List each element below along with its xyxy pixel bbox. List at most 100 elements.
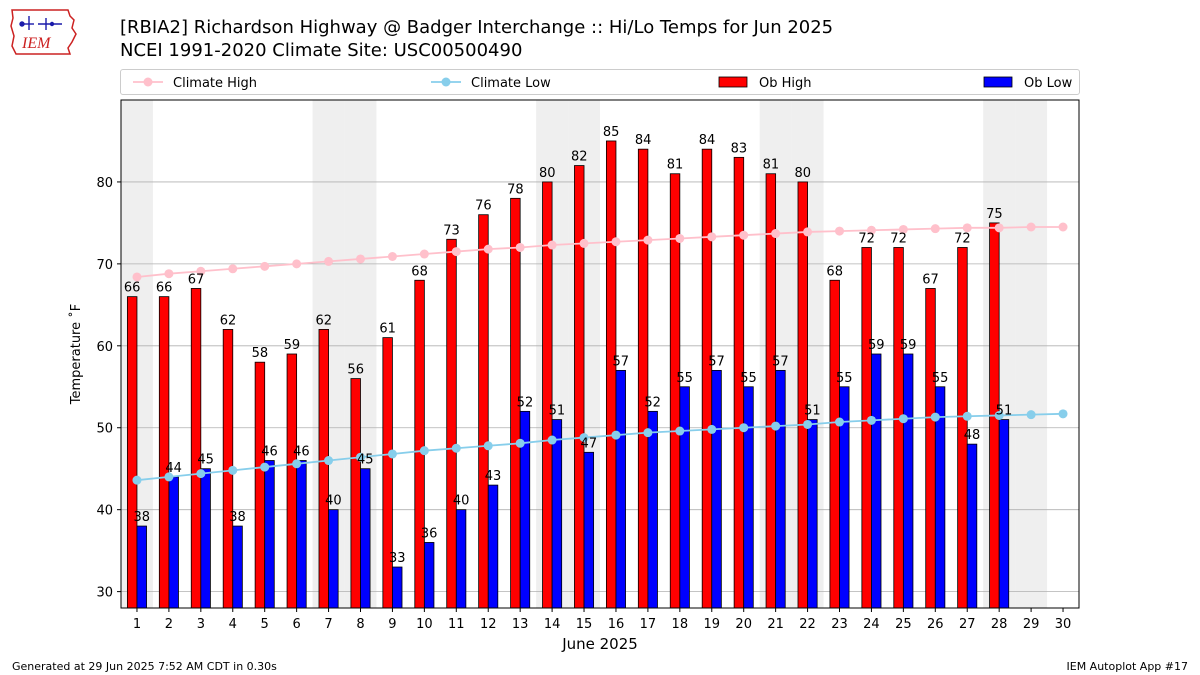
ob-high-bar	[446, 238, 457, 609]
ob-high-bar	[925, 288, 936, 609]
climate-low-point	[1026, 410, 1036, 420]
x-tick-label: 29	[1023, 617, 1040, 632]
climate-high-point	[547, 240, 557, 250]
x-tick-label: 1	[133, 617, 141, 632]
y-tick-label: 80	[96, 176, 113, 191]
legend-climate-high-swatch-marker	[143, 77, 153, 87]
ob-low-bar	[455, 509, 467, 609]
ob-high-bar	[605, 140, 617, 609]
climate-low-point	[962, 411, 972, 421]
grid-lines	[121, 181, 1079, 593]
ob-high-label: 62	[316, 313, 333, 328]
ob-low-bar	[168, 476, 179, 609]
climate-low-point	[451, 443, 461, 453]
climate-high-point	[930, 224, 940, 234]
x-tick-label: 19	[703, 617, 720, 632]
climate-high-point	[643, 235, 653, 245]
y-tick-label: 60	[96, 340, 113, 355]
legend-ob-low: Ob Low	[983, 76, 1073, 91]
ob-high-label: 56	[347, 363, 364, 378]
climate-high-point	[1026, 222, 1036, 232]
climate-low-point	[196, 469, 206, 479]
weekend-band	[1015, 100, 1048, 608]
ob-low-bar	[328, 509, 339, 609]
ob-low-bar	[360, 468, 371, 609]
climate-high-point	[324, 256, 334, 266]
y-axis-label: Temperature ˚F	[68, 304, 84, 405]
y-tick-label: 30	[96, 586, 113, 601]
climate-high-point	[962, 223, 972, 233]
legend-climate-high-label: Climate High	[173, 76, 257, 91]
climate-high-point	[132, 272, 142, 282]
x-tick-label: 4	[229, 617, 237, 632]
x-tick-label: 13	[512, 617, 529, 632]
ob-high-bar	[861, 247, 872, 609]
ob-high-label: 84	[635, 133, 652, 148]
climate-high-point	[419, 249, 429, 259]
climate-high-point	[164, 269, 174, 279]
ob-low-label: 51	[804, 404, 821, 419]
climate-low-point	[547, 435, 557, 445]
climate-high-point	[835, 226, 844, 236]
climate-high-line	[136, 226, 1064, 278]
climate-low-point	[1058, 409, 1068, 419]
ob-high-bar	[318, 329, 329, 609]
ob-low-label: 44	[165, 461, 182, 476]
x-tick-label: 18	[672, 617, 689, 632]
climate-high-point	[292, 259, 302, 269]
ob-low-bar	[200, 468, 211, 609]
climate-high-point	[356, 254, 365, 264]
climate-high-point	[451, 247, 461, 257]
x-tick-label: 17	[640, 617, 657, 632]
ob-low-bar	[902, 353, 914, 609]
ob-low-label: 59	[868, 338, 885, 353]
x-tick-label: 7	[324, 617, 332, 632]
ob-low-label: 38	[229, 510, 246, 525]
ob-high-bar	[286, 353, 298, 609]
chart-legend: Climate High Climate Low Ob High Ob Low	[120, 69, 1080, 95]
x-tick-label: 26	[927, 617, 944, 632]
ob-low-label: 52	[517, 395, 534, 410]
ob-high-bar	[350, 378, 361, 609]
x-tick-label: 21	[767, 617, 784, 632]
x-tick-label: 3	[197, 617, 205, 632]
x-tick-label: 23	[831, 617, 848, 632]
ob-low-label: 59	[900, 338, 917, 353]
climate-high-point	[1058, 222, 1068, 232]
ob-high-bar	[765, 173, 777, 609]
legend-climate-low-swatch-marker	[441, 77, 451, 87]
x-tick-label: 22	[799, 617, 816, 632]
x-tick-label: 27	[959, 617, 976, 632]
ob-high-bar	[414, 279, 425, 609]
climate-high-point	[803, 227, 813, 237]
ob-high-label: 72	[954, 231, 971, 246]
x-tick-label: 25	[895, 617, 912, 632]
iowa-state-outline	[10, 9, 77, 55]
ob-high-bar	[254, 361, 266, 609]
climate-low-point	[132, 475, 142, 485]
x-tick-label: 9	[388, 617, 396, 632]
ob-low-bar	[679, 386, 690, 609]
x-axis-label: June 2025	[561, 635, 638, 653]
climate-high-point	[866, 225, 876, 235]
climate-low-point	[835, 417, 844, 427]
legend-climate-low: Climate Low	[431, 76, 551, 91]
climate-low-point	[387, 449, 397, 459]
x-tick-label: 8	[356, 617, 364, 632]
ob-low-bar	[998, 419, 1010, 609]
climate-low-point	[707, 424, 717, 434]
chart-title: [RBIA2] Richardson Highway @ Badger Inte…	[120, 17, 834, 38]
climate-low-line	[136, 412, 1064, 482]
x-tick-label: 15	[576, 617, 593, 632]
ob-low-label: 45	[197, 453, 214, 468]
ob-low-label: 47	[581, 436, 598, 451]
ob-high-label: 58	[252, 346, 269, 361]
climate-high-point	[579, 238, 589, 248]
ob-high-label: 82	[571, 150, 588, 165]
generated-timestamp: Generated at 29 Jun 2025 7:52 AM CDT in …	[12, 660, 277, 673]
ob-high-bar	[829, 279, 840, 609]
ob-high-label: 78	[507, 182, 524, 197]
chart-subtitle: NCEI 1991-2020 Climate Site: USC00500490	[120, 40, 523, 61]
x-axis-ticks: 1 2 3 4 5 6 7 8 9 10 11 12 13 14 15 16 17 18 19 20 21 22 23 24 2…	[133, 608, 1071, 632]
climate-low-point	[643, 428, 653, 438]
